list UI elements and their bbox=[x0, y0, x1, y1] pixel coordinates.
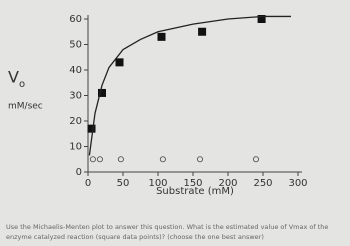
circle-point bbox=[96, 156, 103, 163]
square-point bbox=[115, 58, 124, 67]
x-tick-label: 250 bbox=[253, 178, 272, 189]
y-tick-label: 60 bbox=[69, 14, 82, 25]
x-tick-label: 200 bbox=[218, 178, 237, 189]
y-tick-label: 50 bbox=[69, 40, 82, 51]
x-tick-label: 0 bbox=[85, 178, 91, 189]
x-tick-label: 150 bbox=[183, 178, 202, 189]
square-point bbox=[198, 27, 207, 36]
y-tick-label: 40 bbox=[69, 65, 82, 76]
x-tick-label: 100 bbox=[148, 178, 167, 189]
y-label-sub: o bbox=[19, 79, 25, 90]
circle-point bbox=[196, 156, 204, 163]
circle-point bbox=[159, 156, 166, 163]
y-units: mM/sec bbox=[8, 102, 43, 112]
circle-point bbox=[252, 156, 260, 163]
curve bbox=[88, 15, 291, 156]
y-tick-label: 20 bbox=[69, 116, 82, 127]
square-point bbox=[98, 88, 106, 97]
x-tick-label: 300 bbox=[288, 178, 307, 189]
square-point bbox=[257, 15, 266, 23]
circle-point bbox=[89, 156, 96, 163]
y-tick-label: 30 bbox=[69, 91, 82, 102]
y-label: V bbox=[8, 68, 19, 87]
question: Use the Michaelis-Menten plot to answer … bbox=[6, 223, 329, 241]
circle-point bbox=[117, 156, 124, 163]
x-label: Substrate (mM) bbox=[156, 186, 234, 197]
square-point bbox=[157, 32, 166, 41]
x-tick-label: 50 bbox=[117, 178, 130, 189]
square-point bbox=[87, 124, 96, 133]
y-tick-label: 0 bbox=[76, 167, 82, 178]
y-tick-label: 10 bbox=[69, 142, 82, 153]
